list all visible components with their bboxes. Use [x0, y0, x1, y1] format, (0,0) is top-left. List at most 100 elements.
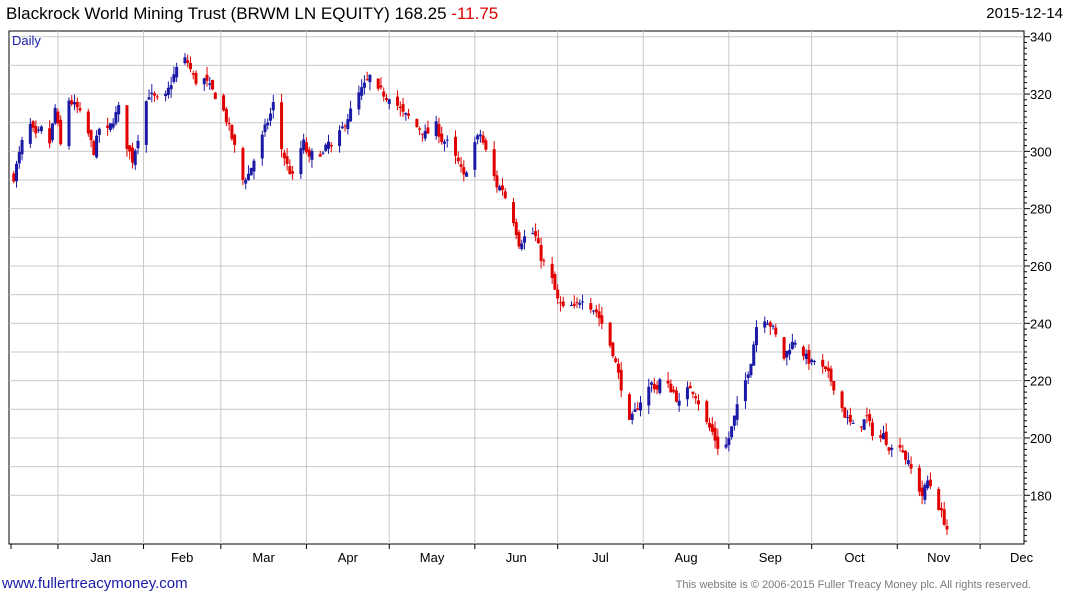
candle-up [881, 433, 885, 440]
candle-down [125, 105, 129, 149]
candle-down [608, 322, 612, 346]
candle-up [478, 134, 482, 137]
candle-up [346, 119, 350, 129]
y-tick-label: 220 [1030, 374, 1052, 389]
candle-up [202, 78, 206, 85]
candle-down [365, 79, 369, 81]
candle-down [454, 136, 458, 156]
grid-layer [9, 31, 1024, 544]
candle-down [376, 78, 380, 89]
candle-down [280, 102, 284, 150]
candle-up [473, 142, 477, 170]
y-tick-label: 180 [1030, 488, 1052, 503]
candle-up [752, 344, 756, 366]
candle-down [619, 369, 623, 391]
candle-down [75, 101, 79, 108]
candle-down [534, 231, 538, 237]
candle-down [807, 350, 811, 364]
candle-up [133, 150, 137, 166]
candle-up [581, 301, 585, 303]
candle-down [710, 424, 714, 432]
candle-up [732, 415, 736, 426]
candle-down [106, 125, 110, 129]
candle-up [746, 374, 750, 379]
candle-up [244, 179, 248, 184]
candle-up [108, 123, 112, 130]
candle-up [730, 426, 734, 438]
candle-down [937, 488, 941, 511]
candle-down [459, 164, 463, 167]
candle-down [539, 245, 543, 261]
candle-down [230, 124, 234, 139]
candle-up [677, 400, 681, 406]
x-tick-label: Feb [171, 550, 193, 565]
candle-up [269, 113, 273, 121]
candle-up [310, 150, 314, 160]
candle-down [481, 135, 485, 143]
candle-down [12, 173, 16, 182]
candle-down [611, 342, 615, 357]
candle-down [672, 389, 676, 392]
candle-down [666, 380, 670, 384]
candle-down [503, 191, 507, 199]
candle-down [594, 309, 598, 313]
y-tick-label: 240 [1030, 316, 1052, 331]
candle-up [766, 323, 770, 325]
candle-down [600, 315, 604, 324]
x-tick-label: Jul [592, 550, 609, 565]
x-tick-label: May [420, 550, 445, 565]
y-tick-label: 340 [1030, 30, 1052, 45]
candle-up [17, 152, 21, 164]
candle-down [288, 166, 292, 174]
candle-down [553, 274, 557, 290]
candle-down [401, 104, 405, 112]
candle-down [909, 464, 913, 469]
candle-up [50, 123, 54, 141]
candle-down [826, 367, 830, 371]
candle-down [420, 133, 424, 135]
candle-down [614, 358, 618, 363]
candle-down [128, 145, 132, 152]
x-tick-label: Nov [927, 550, 951, 565]
candle-down [616, 363, 620, 373]
candle-layer [12, 53, 949, 536]
candle-down [879, 435, 883, 438]
candle-up [387, 99, 391, 104]
candle-down [696, 400, 700, 405]
candle-down [674, 390, 678, 402]
candle-up [639, 402, 643, 411]
candle-up [360, 87, 364, 96]
candle-up [73, 102, 77, 105]
candle-up [183, 57, 187, 64]
candle-down [213, 92, 217, 100]
candle-up [260, 134, 264, 159]
candle-down [291, 171, 295, 174]
chart-date: 2015-12-14 [986, 5, 1063, 22]
candle-down [840, 391, 844, 408]
candle-down [384, 98, 388, 100]
candle-up [169, 85, 173, 90]
candle-down [407, 113, 411, 116]
y-tick-label: 280 [1030, 202, 1052, 217]
frequency-label: Daily [12, 33, 41, 48]
candle-up [434, 121, 438, 137]
candle-up [749, 364, 753, 376]
candle-down [329, 144, 333, 147]
candle-down [782, 337, 786, 359]
candle-down [774, 327, 778, 335]
candle-up [569, 305, 573, 307]
candle-down [285, 156, 289, 164]
candle-down [829, 368, 833, 382]
candle-down [928, 479, 932, 487]
candle-down [396, 96, 400, 106]
candle-down [597, 311, 601, 319]
candle-down [318, 154, 322, 157]
candle-down [211, 79, 215, 90]
candle-down [904, 450, 908, 460]
candle-down [768, 322, 772, 327]
candle-up [327, 141, 331, 149]
website-link[interactable]: www.fullertreacymoney.com [2, 575, 188, 592]
candle-up [520, 243, 524, 250]
candle-down [589, 303, 593, 310]
candle-down [512, 202, 515, 224]
